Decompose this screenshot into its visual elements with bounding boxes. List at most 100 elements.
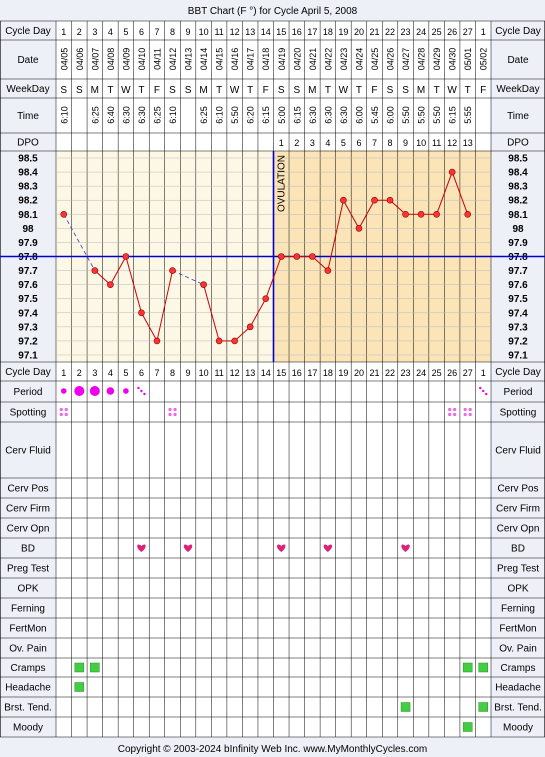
cycle-day-number: 6 <box>139 27 144 37</box>
temp-line-segment <box>358 199 375 229</box>
cerv_opn-row-lower-label-left: Cerv Opn <box>7 524 50 535</box>
cycle-day-number: 21 <box>369 27 379 37</box>
temp-point <box>371 196 378 204</box>
weekday-cell: T <box>247 85 253 96</box>
headache-marker <box>74 682 85 692</box>
period-marker <box>123 388 129 394</box>
cycle-day-number: 1 <box>61 27 66 37</box>
temp-tick-left: 97.3 <box>18 322 38 333</box>
time-cell: 6:25 <box>152 106 162 124</box>
temp-tick-right: 97.4 <box>508 308 528 319</box>
weekday-cell: S <box>293 85 300 96</box>
weekday-cell: M <box>308 85 316 96</box>
dpo-cell: 13 <box>463 138 473 148</box>
spotting-dot <box>448 407 452 412</box>
temp-tick-right: 97.7 <box>508 266 528 277</box>
cycle-day-number: 10 <box>199 27 209 37</box>
time-cell: 5:50 <box>417 106 427 124</box>
date-cell: 04/20 <box>292 48 302 71</box>
weekday-cell: T <box>138 85 144 96</box>
fertmon-row-lower-label-left: FertMon <box>9 624 46 635</box>
weekday-cell: S <box>60 85 67 96</box>
period-spot-marker <box>482 389 485 393</box>
date-cell: 04/08 <box>106 48 116 71</box>
cycle-day-number: 1 <box>481 27 486 37</box>
temp-point <box>107 281 114 288</box>
spotting-dot <box>463 407 467 412</box>
cycle-day-number: 11 <box>214 27 223 37</box>
temp-line-segment <box>342 199 360 229</box>
date-cell: 04/24 <box>354 48 364 71</box>
temp-gap-line <box>63 214 96 271</box>
date-cell: 04/07 <box>90 48 100 71</box>
cerv_fluid-row-lower-label-right: Cerv Fluid <box>495 446 541 457</box>
dpo-cell: 1 <box>279 138 284 148</box>
cycle-day-number: 24 <box>416 27 426 37</box>
weekday-cell: T <box>107 85 113 96</box>
cycle-day-number-lower: 20 <box>354 368 364 378</box>
cycle-day-number: 18 <box>323 27 333 37</box>
time-row-label-left: Time <box>17 111 39 122</box>
date-cell: 04/21 <box>308 48 318 71</box>
temp-point <box>293 253 301 260</box>
cycle-day-number: 22 <box>385 27 395 37</box>
date-cell: 04/11 <box>152 48 162 70</box>
spotting-dot <box>468 407 472 412</box>
cramps-marker <box>478 662 488 673</box>
period-spot-marker <box>143 392 146 396</box>
time-cell: 6:15 <box>261 106 271 124</box>
date-cell: 04/28 <box>417 48 427 71</box>
headache-row-lower-label-right: Headache <box>495 683 541 694</box>
temp-line-segment <box>94 270 111 286</box>
temp-line-segment <box>436 171 453 215</box>
temp-tick-left: 97.6 <box>18 280 38 291</box>
temp-tick-left: 97.2 <box>18 336 38 347</box>
period-spot-marker <box>479 386 482 390</box>
cycle_day-row-label-right: Cycle Day <box>495 26 541 37</box>
time-cell: 5:00 <box>277 106 287 124</box>
cycle-day-number: 23 <box>401 27 411 37</box>
temp-tick-right: 97.8 <box>508 252 528 263</box>
date-cell: 04/17 <box>246 48 256 71</box>
spotting-dot <box>448 412 452 417</box>
temp-point <box>355 225 363 232</box>
weekday-cell: W <box>230 85 240 96</box>
temp-tick-left: 97.1 <box>18 351 38 362</box>
weekday-row-label-left: WeekDay <box>6 84 49 95</box>
spotting-dot <box>453 412 457 417</box>
temp-point <box>324 267 332 274</box>
spotting-dot <box>64 412 68 417</box>
temp-tick-right: 97.1 <box>508 351 528 362</box>
cycle-day-number: 5 <box>123 27 128 37</box>
period-spot-marker <box>485 392 488 396</box>
ov_pain-row-lower-label-right: Ov. Pain <box>499 644 537 655</box>
bd-heart-icon <box>323 544 333 552</box>
dpo-cell: 3 <box>310 138 315 148</box>
chart-title: BBT Chart (F °) for Cycle April 5, 2008 <box>188 6 358 17</box>
temp-point <box>246 323 254 331</box>
brst-tend-marker <box>400 702 411 712</box>
temp-line-segment <box>312 256 329 271</box>
weekday-cell: F <box>480 85 486 96</box>
temp-line-segment <box>389 199 406 215</box>
date-cell: 04/25 <box>370 48 380 71</box>
cycle-day-number-lower: 9 <box>186 368 191 378</box>
opk-row-lower-label-right: OPK <box>507 584 528 595</box>
period-marker <box>89 386 100 396</box>
weekday-cell: W <box>447 85 457 96</box>
temp-tick-left: 98.3 <box>18 182 38 193</box>
date-cell: 04/10 <box>137 48 147 71</box>
cerv_firm-row-lower-label-right: Cerv Firm <box>496 504 540 515</box>
time-cell: 6:15 <box>448 106 458 124</box>
cycle-day-number: 3 <box>92 27 97 37</box>
weekday-row-label-right: WeekDay <box>496 84 539 95</box>
preg_test-row-lower-label-right: Preg Test <box>497 564 539 575</box>
cerv_fluid-row-lower-label-left: Cerv Fluid <box>5 446 51 457</box>
moody-marker <box>462 722 473 732</box>
cerv_opn-row-lower-label-right: Cerv Opn <box>497 524 540 535</box>
headache-row-lower-label-left: Headache <box>5 683 51 694</box>
cycle-day-number-lower: 21 <box>369 368 379 378</box>
temp-tick-right: 97.2 <box>508 336 528 347</box>
